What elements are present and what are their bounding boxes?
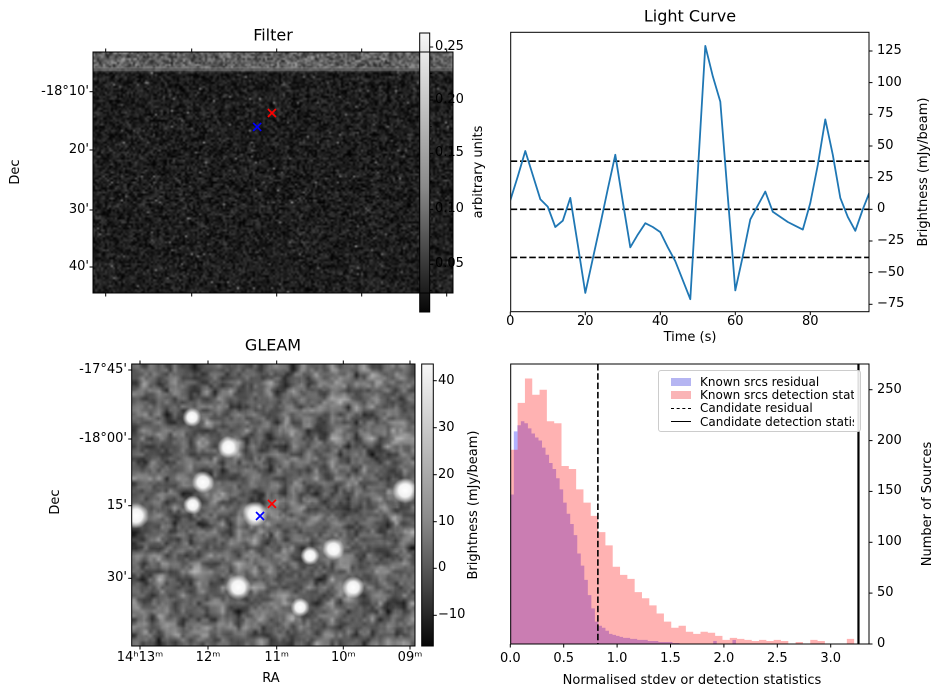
histogram-outlier-bar <box>713 640 717 644</box>
filter-colorbar-tick-label: 0.25 <box>435 39 464 55</box>
gleam-ra-tick-label: 11ᵐ <box>264 650 290 666</box>
legend-swatch-icon <box>671 391 691 400</box>
histogram-x-tick-label: 3.0 <box>820 651 842 667</box>
light-curve-x-tick-label: 0 <box>506 314 515 330</box>
filter-dec-tick-label: 40' <box>68 259 89 275</box>
histogram-x-tick-label: 0.0 <box>499 651 521 667</box>
light-curve-y-tick-label: 75 <box>877 106 894 122</box>
light-curve-x-tick-label: 40 <box>652 314 669 330</box>
gleam-x-axis-label: RA <box>262 671 280 687</box>
legend-label: Known srcs detection statistic <box>700 388 854 402</box>
histogram-x-tick-label: 1.5 <box>660 651 681 667</box>
axes-spine <box>131 363 416 647</box>
gleam-colorbar-tick-label: 20 <box>438 466 455 482</box>
colorbar-frame <box>421 363 434 647</box>
axes-spine <box>510 363 870 645</box>
gleam-ra-tick-label: 12ᵐ <box>195 650 221 666</box>
histogram-x-tick-label: 1.0 <box>606 651 628 667</box>
axes-spine <box>510 31 870 313</box>
light-curve-title: Light Curve <box>643 6 737 26</box>
legend-label: Candidate detection statistic <box>700 415 854 429</box>
gleam-ra-tick-label: 10ᵐ <box>330 650 356 666</box>
light-curve-y-tick-label: −25 <box>877 233 905 249</box>
light-curve-x-axis-label: Time (s) <box>663 330 717 346</box>
light-curve-line <box>510 45 869 301</box>
gleam-colorbar-tick-label: 0 <box>438 560 447 576</box>
gleam-dec-tick-label: 30' <box>106 570 127 586</box>
filter-dec-tick-label: 30' <box>68 202 89 218</box>
red-cross-marker-icon <box>267 108 277 118</box>
filter-dec-tick-label: -18°10' <box>41 83 89 99</box>
gleam-colorbar-tick-label: 10 <box>438 513 455 529</box>
light-curve-y-tick-label: 125 <box>877 43 902 59</box>
filter-sky-image <box>93 52 453 293</box>
histogram-y-tick-label: 200 <box>877 432 902 448</box>
legend-label: Candidate residual <box>700 401 813 416</box>
filter-colorbar-tick-label: 0.20 <box>435 92 464 108</box>
light-curve-x-tick-label: 20 <box>577 314 594 330</box>
histogram-y-tick-label: 150 <box>877 483 902 499</box>
gleam-colorbar <box>421 364 434 646</box>
legend-label: Known srcs residual <box>700 375 820 389</box>
histogram-x-tick-label: 0.5 <box>553 651 575 667</box>
filter-colorbar-tick-label: 0.10 <box>435 201 464 217</box>
light-curve-y-tick-label: 25 <box>877 169 894 185</box>
gleam-colorbar-tick-label: 40 <box>438 372 455 388</box>
filter-colorbar-tick-label: 0.15 <box>435 145 464 161</box>
filter-dec-tick-label: 20' <box>68 142 89 158</box>
legend-line-icon <box>671 421 691 423</box>
light-curve-x-tick-label: 80 <box>802 314 819 330</box>
gleam-dec-tick-label: -18°00' <box>79 431 127 447</box>
histogram-y-tick-label: 250 <box>877 381 902 397</box>
filter-panel-title: Filter <box>253 25 293 45</box>
legend: Known srcs residual Known srcs detection … <box>658 370 861 432</box>
filter-colorbar-label: arbitrary units <box>471 125 487 219</box>
filter-colorbar-tick-label: 0.05 <box>435 256 464 272</box>
gleam-colorbar-tick-label: 30 <box>438 419 455 435</box>
light-curve-y-axis-label: Brightness (mJy/beam) <box>916 97 932 247</box>
light-curve-x-tick-label: 60 <box>727 314 744 330</box>
light-curve-y-tick-label: 0 <box>877 201 886 217</box>
histogram-series <box>510 421 680 644</box>
light-curve-y-tick-label: 100 <box>877 74 902 90</box>
legend-line-icon <box>671 407 691 409</box>
blue-cross-marker-icon <box>255 511 265 521</box>
legend-swatch-icon <box>671 377 691 386</box>
histogram-outlier-bar <box>732 639 736 644</box>
gleam-ra-tick-label: 14ʰ13ᵐ <box>116 650 164 666</box>
axes-spine <box>92 51 454 294</box>
filter-y-axis-label: Dec <box>8 159 24 185</box>
gleam-dec-tick-label: 15' <box>106 497 127 513</box>
gleam-colorbar-tick-label: −10 <box>438 607 466 623</box>
red-cross-marker-icon <box>267 499 277 509</box>
histogram-y-tick-label: 50 <box>877 585 894 601</box>
legend-item: Known srcs residual <box>665 375 854 388</box>
histogram-series <box>510 378 862 644</box>
blue-cross-marker-icon <box>252 122 262 132</box>
gleam-dec-tick-label: -17°45' <box>79 362 127 378</box>
gleam-panel-title: GLEAM <box>244 335 302 355</box>
light-curve-y-tick-label: −50 <box>877 264 905 280</box>
gleam-ra-tick-label: 09ᵐ <box>397 650 423 666</box>
legend-item: Candidate residual <box>665 402 854 415</box>
light-curve-y-tick-label: −75 <box>877 296 905 312</box>
histogram-x-axis-label: Normalised stdev or detection statistics <box>562 673 822 689</box>
gleam-y-axis-label: Dec <box>48 489 64 515</box>
histogram-y-axis-label: Number of Sources <box>920 441 936 567</box>
legend-item: Known srcs detection statistic <box>665 388 854 402</box>
filter-colorbar <box>419 33 430 312</box>
gleam-colorbar-label: Brightness (mJy/beam) <box>466 430 482 580</box>
colorbar-frame <box>419 32 431 313</box>
histogram-y-tick-label: 100 <box>877 534 902 550</box>
histogram-x-tick-label: 2.0 <box>713 651 735 667</box>
legend-item: Candidate detection statistic <box>665 415 854 429</box>
histogram-y-tick-label: 0 <box>877 636 886 652</box>
light-curve-y-tick-label: 50 <box>877 138 894 154</box>
histogram-x-tick-label: 2.5 <box>766 651 788 667</box>
